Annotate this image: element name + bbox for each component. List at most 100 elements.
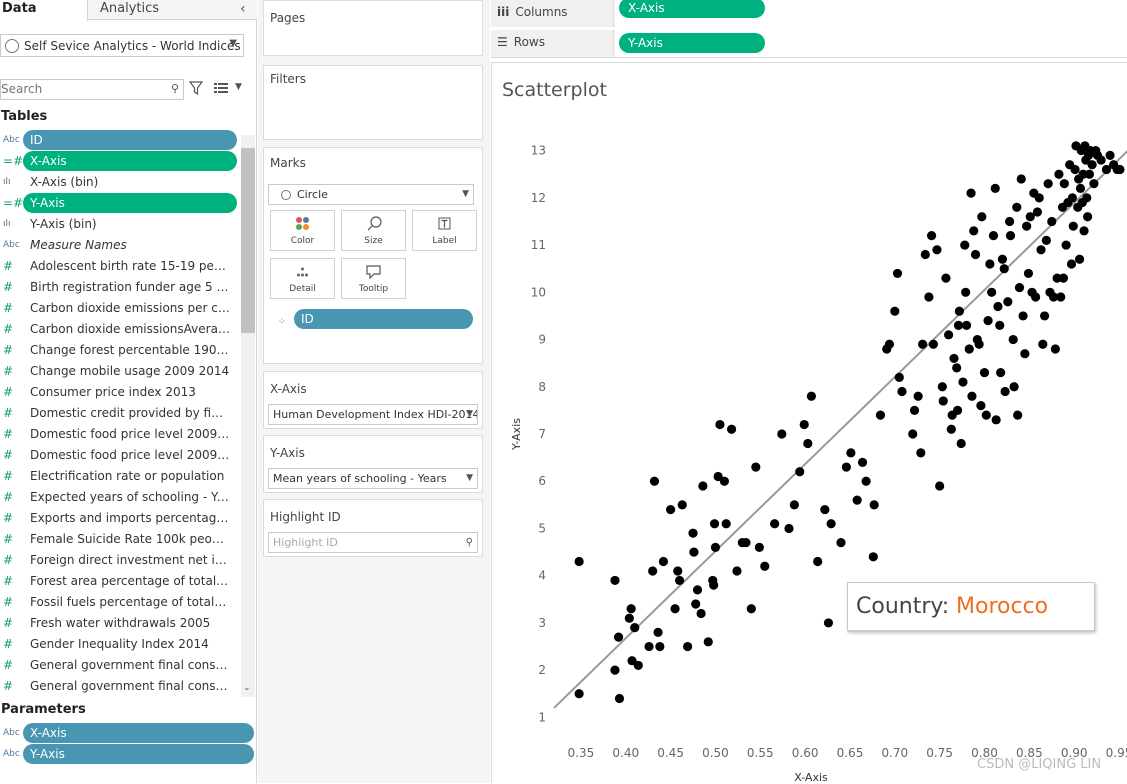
field-item[interactable]: =# Y-Axis	[0, 193, 240, 214]
y-tick-label: 11	[531, 238, 546, 252]
scatter-point	[653, 627, 663, 637]
scatter-point	[1101, 164, 1112, 175]
field-item[interactable]: ılı X-Axis (bin)	[0, 172, 240, 193]
field-item[interactable]: # Domestic credit provided by financ...	[0, 403, 240, 424]
parameter-pill[interactable]: Y-Axis	[23, 744, 254, 764]
marks-id-pill[interactable]: ID	[294, 309, 473, 329]
size-button[interactable]: Size	[341, 210, 406, 251]
field-name: General government final consum...	[30, 679, 230, 693]
measure-icon: #	[3, 343, 14, 357]
scatter-point	[966, 188, 976, 198]
field-name: Forest area percentage of total lan...	[30, 574, 230, 588]
scatter-point	[979, 368, 990, 378]
scatter-point	[630, 623, 640, 633]
parameter-item[interactable]: Abc Y-Axis	[0, 744, 256, 765]
scatter-point	[1018, 311, 1028, 321]
field-item[interactable]: # Consumer price index 2013	[0, 382, 240, 403]
field-pill[interactable]: X-Axis	[23, 151, 237, 171]
field-item[interactable]: # Change forest percentable 1900 to...	[0, 340, 240, 361]
tab-analytics[interactable]: Analytics	[100, 1, 160, 16]
field-item[interactable]: # Expected years of schooling - Years	[0, 487, 240, 508]
parameter-pill[interactable]: X-Axis	[23, 723, 254, 743]
field-item[interactable]: # Fresh water withdrawals 2005	[0, 613, 240, 634]
scatter-point	[976, 401, 986, 411]
field-item[interactable]: # Domestic food price level 2009 20...	[0, 424, 240, 445]
y-tick-label: 13	[531, 144, 546, 158]
scatter-point	[696, 608, 706, 619]
scatter-point	[665, 504, 676, 515]
scatter-point	[846, 448, 856, 458]
field-item[interactable]: # Carbon dioxide emissionsAverage ...	[0, 319, 240, 340]
view-list-icon[interactable]	[214, 83, 228, 93]
measure-icon: =#	[3, 196, 24, 210]
field-item[interactable]: # Foreign direct investment net inflo...	[0, 550, 240, 571]
mark-type-select[interactable]: Circle ▼	[268, 184, 474, 205]
field-item[interactable]: # Adolescent birth rate 15-19 per 10...	[0, 256, 240, 277]
rows-drop-zone[interactable]: Y-Axis	[615, 30, 1127, 57]
pages-title: Pages	[270, 11, 306, 25]
highlight-input[interactable]: Highlight ID ⚲	[268, 532, 478, 553]
measure-icon: #	[3, 322, 14, 336]
bin-icon: ılı	[3, 219, 11, 229]
chevron-left-icon[interactable]: ‹	[240, 1, 246, 17]
parameter-item[interactable]: Abc X-Axis	[0, 723, 256, 744]
scatter-point	[852, 495, 862, 505]
scatter-point	[987, 287, 997, 297]
tooltip-label: Tooltip	[358, 284, 389, 294]
field-item[interactable]: Abc Measure Names	[0, 235, 240, 256]
color-button[interactable]: Color	[270, 210, 335, 251]
y-tick-label: 7	[538, 427, 546, 441]
scatter-point	[938, 396, 948, 406]
yaxis-parameter-select[interactable]: Mean years of schooling - Years ▼	[268, 468, 478, 489]
circle-icon	[281, 190, 291, 200]
xaxis-parameter-select[interactable]: Human Development Index HDI-2014 ▼	[268, 404, 478, 425]
columns-pill[interactable]: X-Axis	[619, 0, 765, 18]
search-input[interactable]	[1, 80, 161, 98]
detail-button[interactable]: Detail	[270, 258, 335, 299]
field-item[interactable]: # Change mobile usage 2009 2014	[0, 361, 240, 382]
scatter-point	[913, 391, 923, 401]
field-item[interactable]: # Fossil fuels percentage of total 2012	[0, 592, 240, 613]
field-item[interactable]: # Carbon dioxide emissions per capi...	[0, 298, 240, 319]
field-pill[interactable]: Y-Axis	[23, 193, 237, 213]
field-name: Female Suicide Rate 100k people	[30, 532, 230, 546]
field-item[interactable]: # Exports and imports percentage G...	[0, 508, 240, 529]
field-item[interactable]: # Electrification rate or population	[0, 466, 240, 487]
field-pill[interactable]: ID	[23, 130, 237, 150]
field-item[interactable]: # Birth registration funder age 5 200...	[0, 277, 240, 298]
field-item[interactable]: # General government final consum...	[0, 676, 240, 697]
field-item[interactable]: # General government final consum...	[0, 655, 240, 676]
scatter-point	[698, 481, 708, 491]
rows-pill[interactable]: Y-Axis	[619, 33, 765, 53]
highlight-title: Highlight ID	[270, 510, 341, 524]
field-item[interactable]: Abc ID	[0, 130, 240, 151]
scatter-point	[946, 424, 956, 434]
scatter-point	[709, 580, 719, 590]
pages-card[interactable]: Pages	[263, 0, 483, 56]
scatter-point	[574, 556, 584, 567]
datasource-select[interactable]: Self Sevice Analytics - World Indices ▼	[0, 34, 244, 57]
chevron-down-icon[interactable]: ⌄	[243, 683, 251, 693]
filters-card[interactable]: Filters	[263, 65, 483, 140]
scrollbar-thumb[interactable]	[241, 148, 255, 333]
label-button[interactable]: Label	[412, 210, 477, 251]
field-item[interactable]: # Female Suicide Rate 100k people	[0, 529, 240, 550]
field-item[interactable]: =# X-Axis	[0, 151, 240, 172]
field-item[interactable]: # Domestic food price level 2009-20...	[0, 445, 240, 466]
tooltip-button[interactable]: Tooltip	[341, 258, 406, 299]
xaxis-parameter-title: X-Axis	[270, 382, 307, 396]
measure-icon: #	[3, 658, 14, 672]
field-item[interactable]: # Gender Inequality Index 2014	[0, 634, 240, 655]
field-item[interactable]: # Forest area percentage of total lan...	[0, 571, 240, 592]
chevron-down-icon[interactable]: ▼	[235, 82, 242, 92]
filter-icon[interactable]	[189, 81, 203, 95]
scatter-point	[610, 665, 620, 675]
field-item[interactable]: ılı Y-Axis (bin)	[0, 214, 240, 235]
scatter-point	[932, 245, 942, 255]
measure-icon: #	[3, 406, 14, 420]
scatter-point	[673, 566, 683, 576]
columns-drop-zone[interactable]: X-Axis	[615, 0, 1127, 27]
tab-data[interactable]: Data	[0, 0, 88, 21]
xaxis-parameter-card: X-Axis Human Development Index HDI-2014 …	[263, 371, 483, 429]
